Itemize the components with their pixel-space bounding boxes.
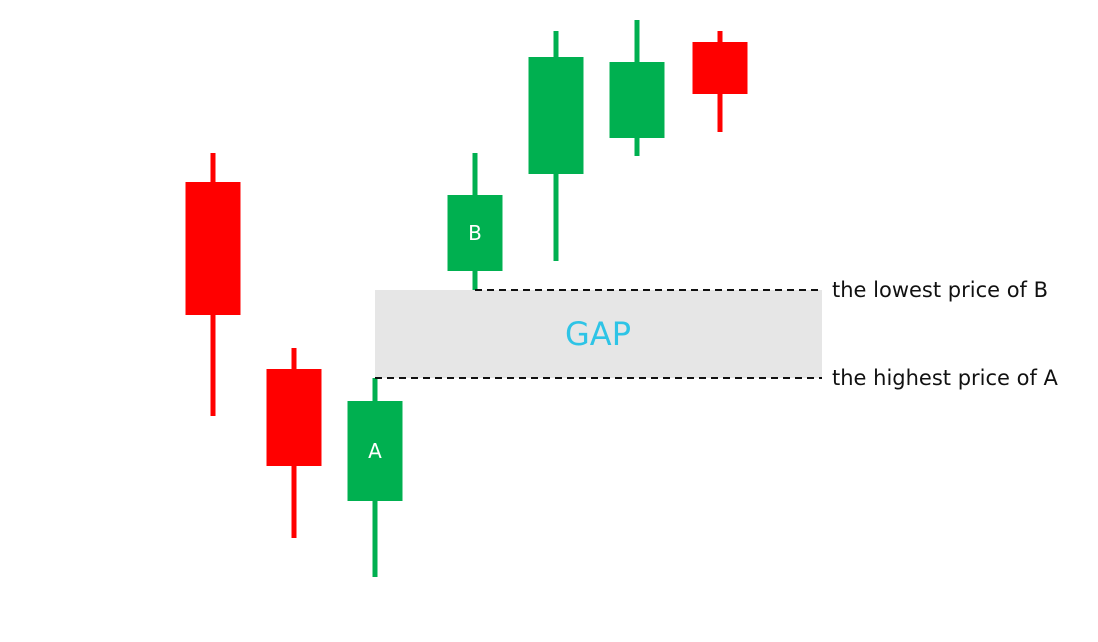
candle-body-7 bbox=[692, 42, 748, 94]
gap-region bbox=[375, 290, 822, 378]
candle-body-6 bbox=[609, 62, 665, 138]
candle-body-5 bbox=[528, 57, 584, 174]
candle-body-1 bbox=[185, 182, 241, 315]
candle-body-3 bbox=[347, 401, 403, 501]
candle-body-4 bbox=[447, 195, 503, 271]
candle-body-2 bbox=[266, 369, 322, 466]
annotation-2: the highest price of A bbox=[832, 366, 1059, 390]
candle-label-a: A bbox=[368, 439, 382, 463]
candle-label-b: B bbox=[468, 221, 482, 245]
gap-label: GAP bbox=[565, 315, 631, 353]
annotation-1: the lowest price of B bbox=[832, 278, 1048, 302]
